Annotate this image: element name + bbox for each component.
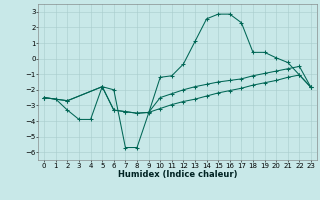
X-axis label: Humidex (Indice chaleur): Humidex (Indice chaleur): [118, 170, 237, 179]
